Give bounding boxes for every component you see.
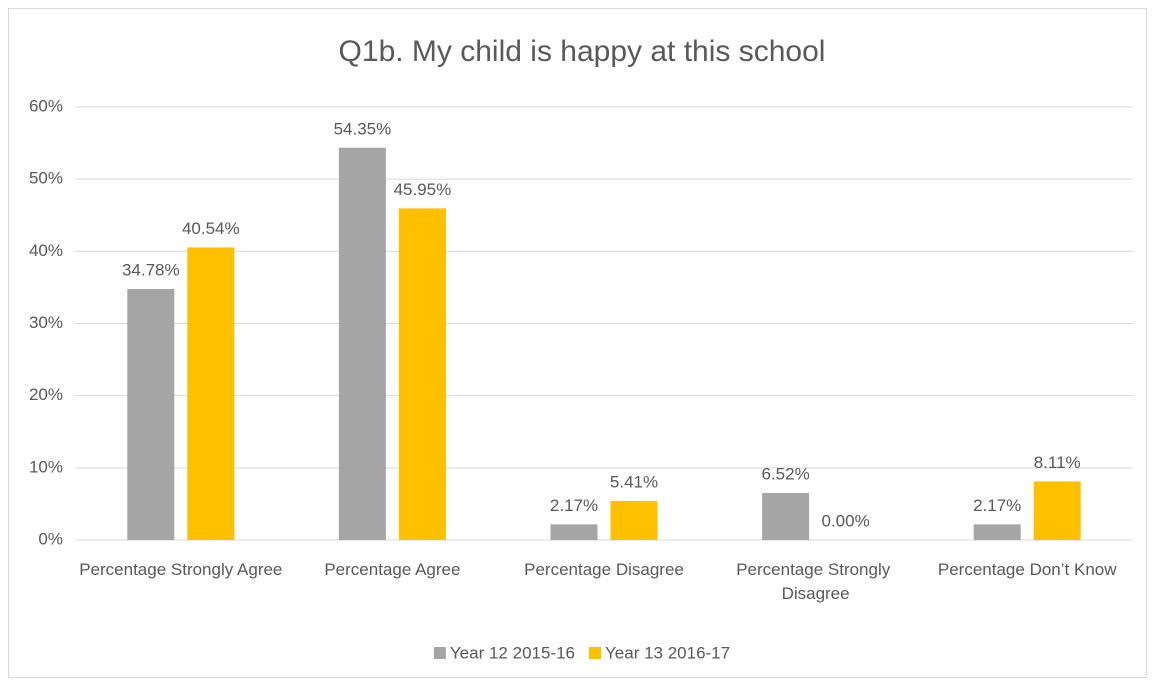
y-tick-label: 50% xyxy=(29,169,63,188)
y-tick-label: 30% xyxy=(29,313,63,332)
data-label: 8.11% xyxy=(1034,453,1081,472)
bar xyxy=(973,524,1021,540)
legend-label: Year 13 2016-17 xyxy=(605,643,730,662)
chart-title: Q1b. My child is happy at this school xyxy=(339,35,826,68)
bar xyxy=(1033,481,1081,540)
bar xyxy=(550,524,598,540)
y-tick-label: 60% xyxy=(29,96,63,115)
x-tick-label: Percentage Strongly Disagree xyxy=(736,560,895,603)
y-tick-label: 40% xyxy=(29,241,63,260)
data-label: 2.17% xyxy=(973,496,1021,515)
legend-label: Year 12 2015-16 xyxy=(450,643,575,662)
legend-swatch xyxy=(589,647,601,659)
bar xyxy=(187,247,235,540)
x-tick-label: Percentage Strongly Agree xyxy=(79,560,282,579)
y-tick-label: 10% xyxy=(29,457,63,476)
data-label: 0.00% xyxy=(821,511,869,530)
legend-swatch xyxy=(433,647,446,659)
data-label: 54.35% xyxy=(334,119,392,138)
x-tick-label: Percentage Agree xyxy=(324,560,460,579)
bar xyxy=(610,500,658,540)
data-label: 34.78% xyxy=(122,260,180,279)
data-label: 2.17% xyxy=(550,496,598,515)
data-label: 6.52% xyxy=(761,464,809,483)
bar xyxy=(762,492,810,540)
bar xyxy=(127,289,175,540)
x-tick-label: Percentage Disagree xyxy=(524,560,684,579)
y-tick-label: 0% xyxy=(38,529,63,548)
data-label: 40.54% xyxy=(182,219,240,238)
bar xyxy=(398,208,446,540)
x-tick-label: Percentage Don’t Know xyxy=(938,560,1117,579)
y-tick-label: 20% xyxy=(29,385,63,404)
bar xyxy=(338,147,386,540)
data-label: 5.41% xyxy=(610,472,658,491)
data-label: 45.95% xyxy=(394,180,452,199)
